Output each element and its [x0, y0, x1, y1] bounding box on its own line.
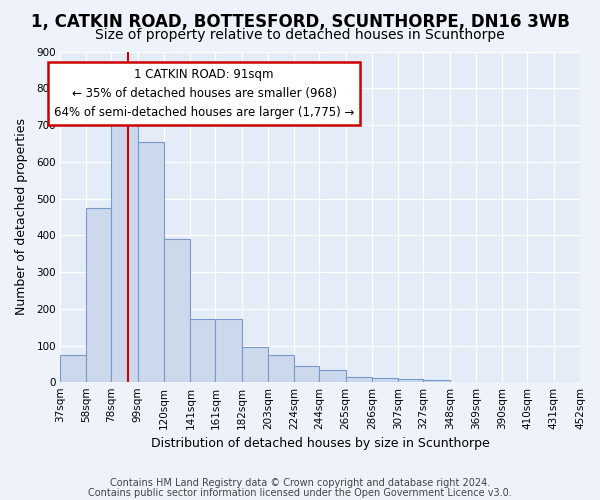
Bar — [268, 355, 295, 382]
Bar — [398, 378, 424, 382]
Bar — [295, 366, 319, 382]
Bar — [60, 355, 86, 382]
Text: Contains public sector information licensed under the Open Government Licence v3: Contains public sector information licen… — [88, 488, 512, 498]
Bar — [580, 380, 600, 382]
Bar — [112, 110, 138, 382]
X-axis label: Distribution of detached houses by size in Scunthorpe: Distribution of detached houses by size … — [151, 437, 490, 450]
Bar — [86, 208, 112, 382]
Bar — [424, 380, 450, 382]
Bar — [242, 346, 268, 382]
Text: Size of property relative to detached houses in Scunthorpe: Size of property relative to detached ho… — [95, 28, 505, 42]
Bar — [215, 319, 242, 382]
Bar — [138, 142, 164, 382]
Text: Contains HM Land Registry data © Crown copyright and database right 2024.: Contains HM Land Registry data © Crown c… — [110, 478, 490, 488]
Bar — [346, 377, 372, 382]
Text: 1, CATKIN ROAD, BOTTESFORD, SCUNTHORPE, DN16 3WB: 1, CATKIN ROAD, BOTTESFORD, SCUNTHORPE, … — [31, 12, 569, 30]
Text: 1 CATKIN ROAD: 91sqm
← 35% of detached houses are smaller (968)
64% of semi-deta: 1 CATKIN ROAD: 91sqm ← 35% of detached h… — [54, 68, 355, 119]
Bar — [190, 319, 215, 382]
Bar — [319, 370, 346, 382]
Bar — [164, 239, 190, 382]
Bar — [372, 378, 398, 382]
Y-axis label: Number of detached properties: Number of detached properties — [15, 118, 28, 316]
